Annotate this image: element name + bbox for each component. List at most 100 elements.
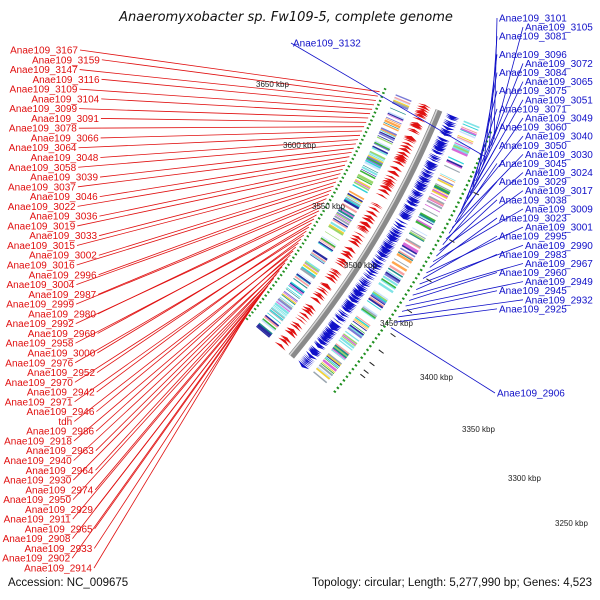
- left-gene-label[interactable]: Anae109_3046: [30, 192, 98, 203]
- left-gene-label[interactable]: Anae109_3116: [32, 75, 100, 86]
- right-gene-label[interactable]: Anae109_2949: [525, 277, 593, 288]
- right-gene-label[interactable]: Anae109_2925: [499, 304, 567, 315]
- left-gene-label[interactable]: Anae109_3016: [7, 261, 75, 272]
- left-gene-label[interactable]: Anae109_3099: [9, 104, 77, 115]
- forward-cog-box: [457, 134, 474, 143]
- left-gene-label[interactable]: Anae109_3022: [8, 202, 76, 213]
- right-gene-label[interactable]: Anae109_3023: [499, 214, 567, 225]
- forward-cog-box: [419, 212, 436, 223]
- left-gene-label[interactable]: tdh: [58, 417, 72, 428]
- left-gene-label[interactable]: Anae109_2964: [26, 466, 94, 477]
- left-gene-label[interactable]: Anae109_2930: [3, 476, 71, 487]
- reverse-cog-box: [365, 159, 381, 169]
- right-gene-label[interactable]: Anae109_2945: [499, 286, 567, 297]
- right-gene-label[interactable]: Anae109_3050: [499, 141, 567, 152]
- left-gene-label[interactable]: Anae109_2958: [6, 339, 74, 350]
- left-gene-label[interactable]: Anae109_2971: [5, 397, 73, 408]
- right-gene-label[interactable]: Anae109_3132: [293, 39, 361, 50]
- reverse-cog-box: [371, 146, 388, 156]
- right-gene-connector: [432, 208, 524, 263]
- left-gene-label[interactable]: Anae109_2918: [4, 436, 72, 447]
- inner-feature-track: [308, 231, 312, 235]
- reverse-gene-mark: [274, 341, 286, 351]
- left-gene-label[interactable]: Anae109_2987: [28, 290, 96, 301]
- left-gene-label[interactable]: Anae109_3000: [27, 348, 95, 359]
- right-gene-label[interactable]: Anae109_3045: [499, 159, 567, 170]
- left-gene-label[interactable]: Anae109_2914: [24, 564, 92, 575]
- right-gene-label[interactable]: Anae109_3072: [525, 59, 593, 70]
- left-gene-label[interactable]: Anae109_3033: [29, 231, 97, 242]
- left-gene-label[interactable]: Anae109_3002: [29, 251, 97, 262]
- left-gene-label[interactable]: Anae109_2986: [26, 427, 94, 438]
- right-gene-label[interactable]: Anae109_2995: [499, 232, 567, 243]
- right-gene-label[interactable]: Anae109_2967: [525, 259, 593, 270]
- left-gene-label[interactable]: Anae109_2965: [25, 524, 93, 535]
- forward-gene-mark: [434, 141, 448, 148]
- left-gene-label[interactable]: Anae109_2963: [26, 446, 94, 457]
- left-gene-label[interactable]: Anae109_3004: [7, 280, 75, 291]
- left-gene-label[interactable]: Anae109_2911: [4, 515, 72, 526]
- left-gene-label[interactable]: Anae109_2996: [29, 270, 97, 281]
- right-gene-label[interactable]: Anae109_3105: [525, 23, 593, 34]
- left-gene-label[interactable]: Anae109_3039: [30, 173, 98, 184]
- right-gene-label[interactable]: Anae109_3029: [499, 177, 567, 188]
- right-gene-label[interactable]: Anae109_3101: [499, 14, 567, 25]
- forward-gene-mark: [422, 167, 435, 174]
- left-gene-label[interactable]: Anae109_3159: [32, 55, 100, 66]
- left-gene-label[interactable]: Anae109_2974: [25, 485, 93, 496]
- reverse-gene-mark: [385, 174, 398, 182]
- right-gene-label[interactable]: Anae109_3038: [499, 195, 567, 206]
- right-gene-label[interactable]: Anae109_3060: [499, 123, 567, 134]
- right-gene-label[interactable]: Anae109_3049: [525, 114, 593, 125]
- right-gene-label[interactable]: Anae109_2932: [525, 295, 593, 306]
- left-gene-label[interactable]: Anae109_3064: [9, 143, 77, 154]
- left-gene-label[interactable]: Anae109_3167: [10, 46, 78, 57]
- left-gene-label[interactable]: Anae109_3048: [30, 153, 98, 164]
- left-gene-label[interactable]: Anae109_3019: [7, 221, 75, 232]
- right-gene-label[interactable]: Anae109_3009: [525, 204, 593, 215]
- right-gene-label[interactable]: Anae109_3084: [499, 68, 567, 79]
- left-gene-label[interactable]: Anae109_2933: [24, 544, 92, 555]
- right-gene-label[interactable]: Anae109_3001: [525, 223, 593, 234]
- left-gene-label[interactable]: Anae109_2952: [27, 368, 95, 379]
- right-gene-label[interactable]: Anae109_3030: [525, 150, 593, 161]
- left-gene-label[interactable]: Anae109_3109: [10, 85, 78, 96]
- left-gene-label[interactable]: Anae109_3104: [31, 94, 99, 105]
- left-gene-label[interactable]: Anae109_2980: [28, 309, 96, 320]
- left-gene-label[interactable]: Anae109_2969: [28, 329, 96, 340]
- right-gene-label[interactable]: Anae109_3065: [525, 77, 593, 88]
- left-gene-label[interactable]: Anae109_2940: [4, 456, 72, 467]
- right-gene-label[interactable]: Anae109_3024: [525, 168, 593, 179]
- left-gene-label[interactable]: Anae109_2946: [27, 407, 95, 418]
- left-gene-label[interactable]: Anae109_2992: [6, 319, 74, 330]
- left-gene-label[interactable]: Anae109_3058: [8, 163, 76, 174]
- left-gene-label[interactable]: Anae109_2976: [5, 358, 73, 369]
- forward-gene-mark: [350, 290, 363, 299]
- left-gene-label[interactable]: Anae109_3147: [10, 65, 78, 76]
- left-gene-label[interactable]: Anae109_3036: [30, 212, 98, 223]
- left-gene-label[interactable]: Anae109_2902: [2, 554, 70, 565]
- right-gene-label[interactable]: Anae109_2983: [499, 250, 567, 261]
- left-gene-label[interactable]: Anae109_2942: [27, 388, 95, 399]
- left-gene-label[interactable]: Anae109_2929: [25, 505, 93, 516]
- left-gene-label[interactable]: Anae109_2999: [6, 300, 74, 311]
- left-gene-label[interactable]: Anae109_3015: [7, 241, 75, 252]
- left-gene-label[interactable]: Anae109_3091: [31, 114, 99, 125]
- right-gene-label[interactable]: Anae109_3071: [499, 104, 567, 115]
- right-gene-label[interactable]: Anae109_3051: [525, 95, 593, 106]
- left-gene-label[interactable]: Anae109_2950: [3, 495, 71, 506]
- right-gene-label[interactable]: Anae109_3096: [499, 50, 567, 61]
- left-gene-label[interactable]: Anae109_3078: [9, 124, 77, 135]
- left-gene-label[interactable]: Anae109_2908: [3, 534, 71, 545]
- left-gene-label[interactable]: Anae109_2970: [5, 378, 73, 389]
- right-gene-label[interactable]: Anae109_2960: [499, 268, 567, 279]
- left-gene-label[interactable]: Anae109_3037: [8, 182, 76, 193]
- left-gene-label[interactable]: Anae109_3066: [31, 133, 99, 144]
- right-gene-label[interactable]: Anae109_3081: [499, 32, 567, 43]
- right-gene-label[interactable]: Anae109_3017: [525, 186, 593, 197]
- right-gene-label[interactable]: Anae109_2990: [525, 241, 593, 252]
- left-gene-connector: [74, 234, 305, 383]
- right-gene-label[interactable]: Anae109_3075: [499, 86, 567, 97]
- right-gene-label[interactable]: Anae109_2906: [497, 389, 565, 400]
- right-gene-label[interactable]: Anae109_3040: [525, 132, 593, 143]
